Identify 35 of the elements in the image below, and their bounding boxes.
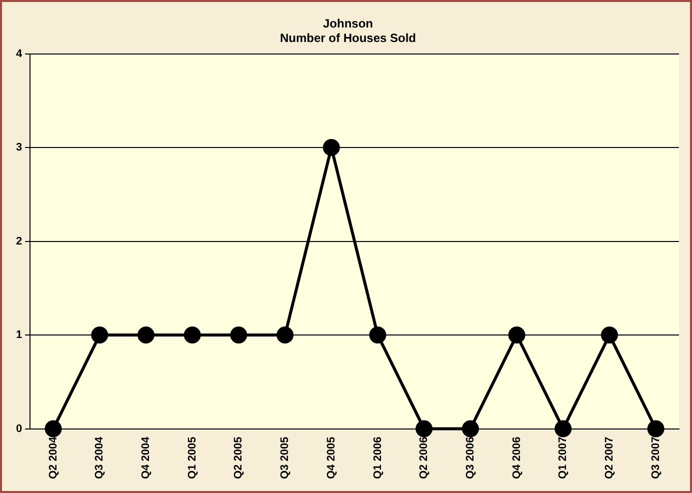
point: [230, 326, 248, 344]
x-tick-label: Q2 2006: [418, 436, 430, 479]
y-tick-label: 3: [16, 142, 22, 154]
point: [91, 326, 108, 344]
x-tick-label: Q4 2006: [510, 436, 523, 479]
x-tick-label: Q3 2006: [464, 436, 476, 479]
point: [369, 326, 386, 344]
chart-subtitle: Number of Houses Sold: [280, 30, 416, 45]
point: [647, 420, 664, 438]
point: [184, 326, 201, 344]
x-tick-label: Q4 2004: [140, 436, 152, 479]
y-tick-label: 4: [16, 48, 23, 60]
x-tick-label: Q3 2007: [650, 436, 662, 479]
x-tick-label: Q2 2007: [604, 436, 616, 479]
point: [462, 420, 479, 438]
point: [44, 420, 62, 438]
point: [276, 326, 294, 344]
point: [137, 326, 154, 344]
point: [508, 326, 526, 344]
x-tick-label: Q1 2006: [372, 436, 384, 479]
point: [600, 326, 618, 344]
y-tick-label: 0: [16, 422, 22, 435]
point: [416, 420, 433, 438]
x-tick-label: Q2 2004: [47, 436, 60, 479]
chart-title: Johnson: [323, 16, 373, 31]
x-tick-label: Q3 2005: [279, 436, 292, 479]
y-tick-label: 1: [16, 329, 22, 342]
x-tick-label: Q4 2005: [325, 436, 338, 479]
x-tick-label: Q1 2005: [186, 436, 198, 479]
x-tick-label: Q1 2007: [557, 436, 570, 479]
point: [554, 420, 572, 438]
x-tick-label: Q3 2004: [94, 436, 106, 479]
point: [322, 139, 340, 156]
x-tick-label: Q2 2005: [232, 436, 245, 479]
y-tick-label: 2: [16, 235, 22, 248]
